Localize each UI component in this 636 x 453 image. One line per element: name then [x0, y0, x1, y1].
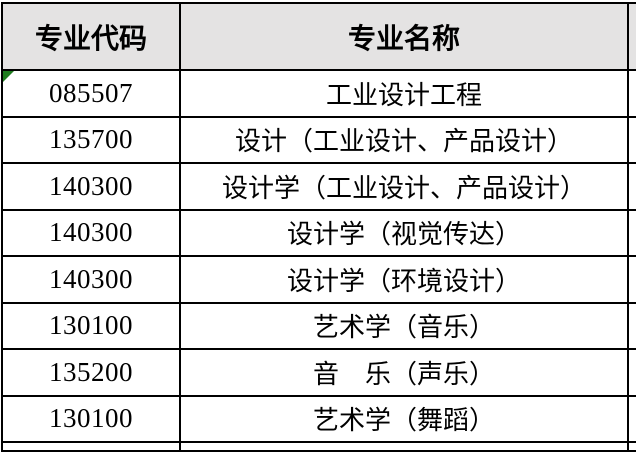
- code-cell: 135700: [3, 117, 181, 162]
- table-row: 140300 设计学（视觉传达）: [3, 210, 636, 257]
- table-row: 140300 设计学（工业设计、产品设计）: [3, 164, 636, 211]
- header-cell-overflow: [629, 4, 636, 69]
- name-cell: 工业设计工程: [181, 71, 629, 116]
- overflow-cell: [629, 118, 636, 163]
- header-cell-code: 专业代码: [3, 4, 181, 69]
- code-cell: 140300: [3, 257, 181, 302]
- name-cell: 设计学（工业设计、产品设计）: [181, 164, 629, 209]
- code-cell: 135200: [3, 350, 181, 395]
- error-indicator-triangle-icon: [3, 71, 14, 82]
- overflow-cell: [629, 304, 636, 349]
- table-row: 135700 设计（工业设计、产品设计）: [3, 117, 636, 164]
- code-cell: 140300: [3, 164, 181, 209]
- overflow-cell: [629, 397, 636, 442]
- name-cell: 音 乐（声乐）: [181, 350, 629, 395]
- table-row: 130100 艺术学（舞蹈）: [3, 396, 636, 443]
- name-cell: [181, 443, 629, 450]
- code-cell: 140300: [3, 210, 181, 255]
- table-row: 140300 设计学（环境设计）: [3, 257, 636, 304]
- overflow-cell: [629, 164, 636, 209]
- overflow-cell: [629, 257, 636, 302]
- name-cell: 设计（工业设计、产品设计）: [181, 117, 629, 162]
- overflow-cell: [629, 443, 636, 450]
- overflow-cell: [629, 71, 636, 116]
- code-cell: [3, 443, 181, 450]
- overflow-cell: [629, 350, 636, 395]
- table-row: 085507 工业设计工程: [3, 71, 636, 118]
- code-cell: 085507: [3, 71, 181, 116]
- code-cell: 130100: [3, 396, 181, 441]
- name-cell: 艺术学（舞蹈）: [181, 396, 629, 441]
- table-header-row: 专业代码 专业名称: [3, 4, 636, 71]
- code-cell: 130100: [3, 303, 181, 348]
- header-cell-name: 专业名称: [181, 4, 629, 69]
- table-row: 135200 音 乐（声乐）: [3, 350, 636, 397]
- name-cell: 设计学（视觉传达）: [181, 210, 629, 255]
- overflow-cell: [629, 211, 636, 256]
- name-cell: 艺术学（音乐）: [181, 303, 629, 348]
- partial-next-row: [3, 443, 636, 452]
- name-cell: 设计学（环境设计）: [181, 257, 629, 302]
- table-row: 130100 艺术学（音乐）: [3, 303, 636, 350]
